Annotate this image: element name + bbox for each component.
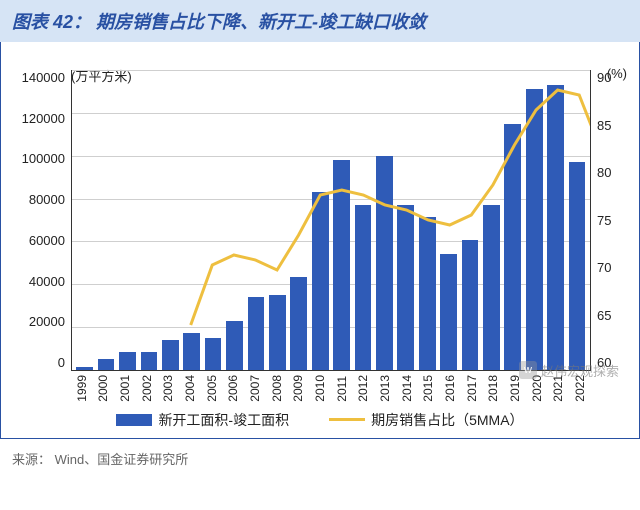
x-label: 2018 (486, 375, 500, 402)
bar (141, 352, 158, 370)
bar (397, 205, 414, 370)
x-axis: 1999 2000 2001 2002 2003 2004 2005 2006 2007 2008… (71, 371, 591, 402)
y-left-tick: 40000 (13, 274, 65, 289)
y-right-tick: 80 (597, 165, 627, 180)
x-label: 2001 (118, 375, 132, 402)
bar (119, 352, 136, 370)
x-label: 2000 (96, 375, 110, 402)
bar (462, 240, 479, 370)
bar (269, 295, 286, 370)
x-label: 2002 (140, 375, 154, 402)
bar (183, 333, 200, 371)
chart-area: (万平方米) (%) 14000012000010000080000600004… (0, 42, 640, 439)
y-left-tick: 20000 (13, 314, 65, 329)
bar (547, 85, 564, 370)
legend-bar-swatch (116, 414, 152, 426)
x-label: 2007 (248, 375, 262, 402)
x-label: 2009 (291, 375, 305, 402)
source-prefix: 来源： (12, 452, 51, 467)
y-right-label: (%) (607, 66, 627, 81)
source-line: 来源： Wind、国金证券研究所 (0, 439, 640, 478)
wechat-icon: w (519, 361, 537, 379)
legend-bar-label: 新开工面积-竣工面积 (158, 410, 289, 430)
y-right-tick: 85 (597, 118, 627, 133)
legend-line-swatch (329, 418, 365, 421)
watermark-text: 赵伟宏观探索 (541, 361, 619, 380)
bar (569, 162, 586, 370)
bar (290, 277, 307, 370)
chart-header: 图表 42： 期房销售占比下降、新开工-竣工缺口收敛 (0, 0, 640, 42)
legend-line: 期房销售占比（5MMA） (329, 410, 523, 430)
bar (483, 205, 500, 370)
y-left-tick: 100000 (13, 151, 65, 166)
bar (162, 340, 179, 370)
y-left-tick: 140000 (13, 70, 65, 85)
legend-line-label: 期房销售占比（5MMA） (371, 410, 523, 430)
watermark: w 赵伟宏观探索 (519, 361, 619, 380)
y-right-tick: 70 (597, 260, 627, 275)
bar (312, 192, 329, 370)
bar (248, 297, 265, 370)
x-label: 2006 (226, 375, 240, 402)
y-left-tick: 0 (13, 355, 65, 370)
bar (440, 254, 457, 370)
bar (355, 205, 372, 370)
x-label: 2013 (378, 375, 392, 402)
x-label: 2015 (421, 375, 435, 402)
bar (526, 89, 543, 370)
bar (333, 160, 350, 370)
bars-group (72, 70, 590, 370)
header-title: 期房销售占比下降、新开工-竣工缺口收敛 (96, 12, 426, 32)
x-label: 2011 (335, 375, 349, 402)
bar (419, 217, 436, 370)
x-label: 1999 (75, 375, 89, 402)
bar (226, 321, 243, 370)
x-label: 2008 (270, 375, 284, 402)
plot (71, 70, 591, 371)
bar (376, 156, 393, 370)
legend-bar: 新开工面积-竣工面积 (116, 410, 289, 430)
bar (504, 124, 521, 370)
y-left-tick: 120000 (13, 111, 65, 126)
bar (205, 338, 222, 370)
bar (76, 367, 93, 370)
x-label: 2012 (356, 375, 370, 402)
x-label: 2016 (443, 375, 457, 402)
x-label: 2003 (161, 375, 175, 402)
legend: 新开工面积-竣工面积 期房销售占比（5MMA） (13, 402, 627, 432)
header-prefix: 图表 42： (12, 12, 91, 32)
y-axis-right: 90858075706560 (591, 70, 627, 370)
x-label: 2004 (183, 375, 197, 402)
x-label: 2014 (400, 375, 414, 402)
y-right-tick: 75 (597, 213, 627, 228)
x-label: 2010 (313, 375, 327, 402)
source-text: Wind、国金证券研究所 (55, 452, 189, 467)
bar (98, 359, 115, 370)
y-axis-left: 140000 120000 100000 80000 60000 40000 20000 0 (13, 70, 71, 370)
y-left-tick: 80000 (13, 192, 65, 207)
y-right-tick: 65 (597, 308, 627, 323)
x-label: 2017 (465, 375, 479, 402)
x-label: 2005 (205, 375, 219, 402)
y-left-tick: 60000 (13, 233, 65, 248)
